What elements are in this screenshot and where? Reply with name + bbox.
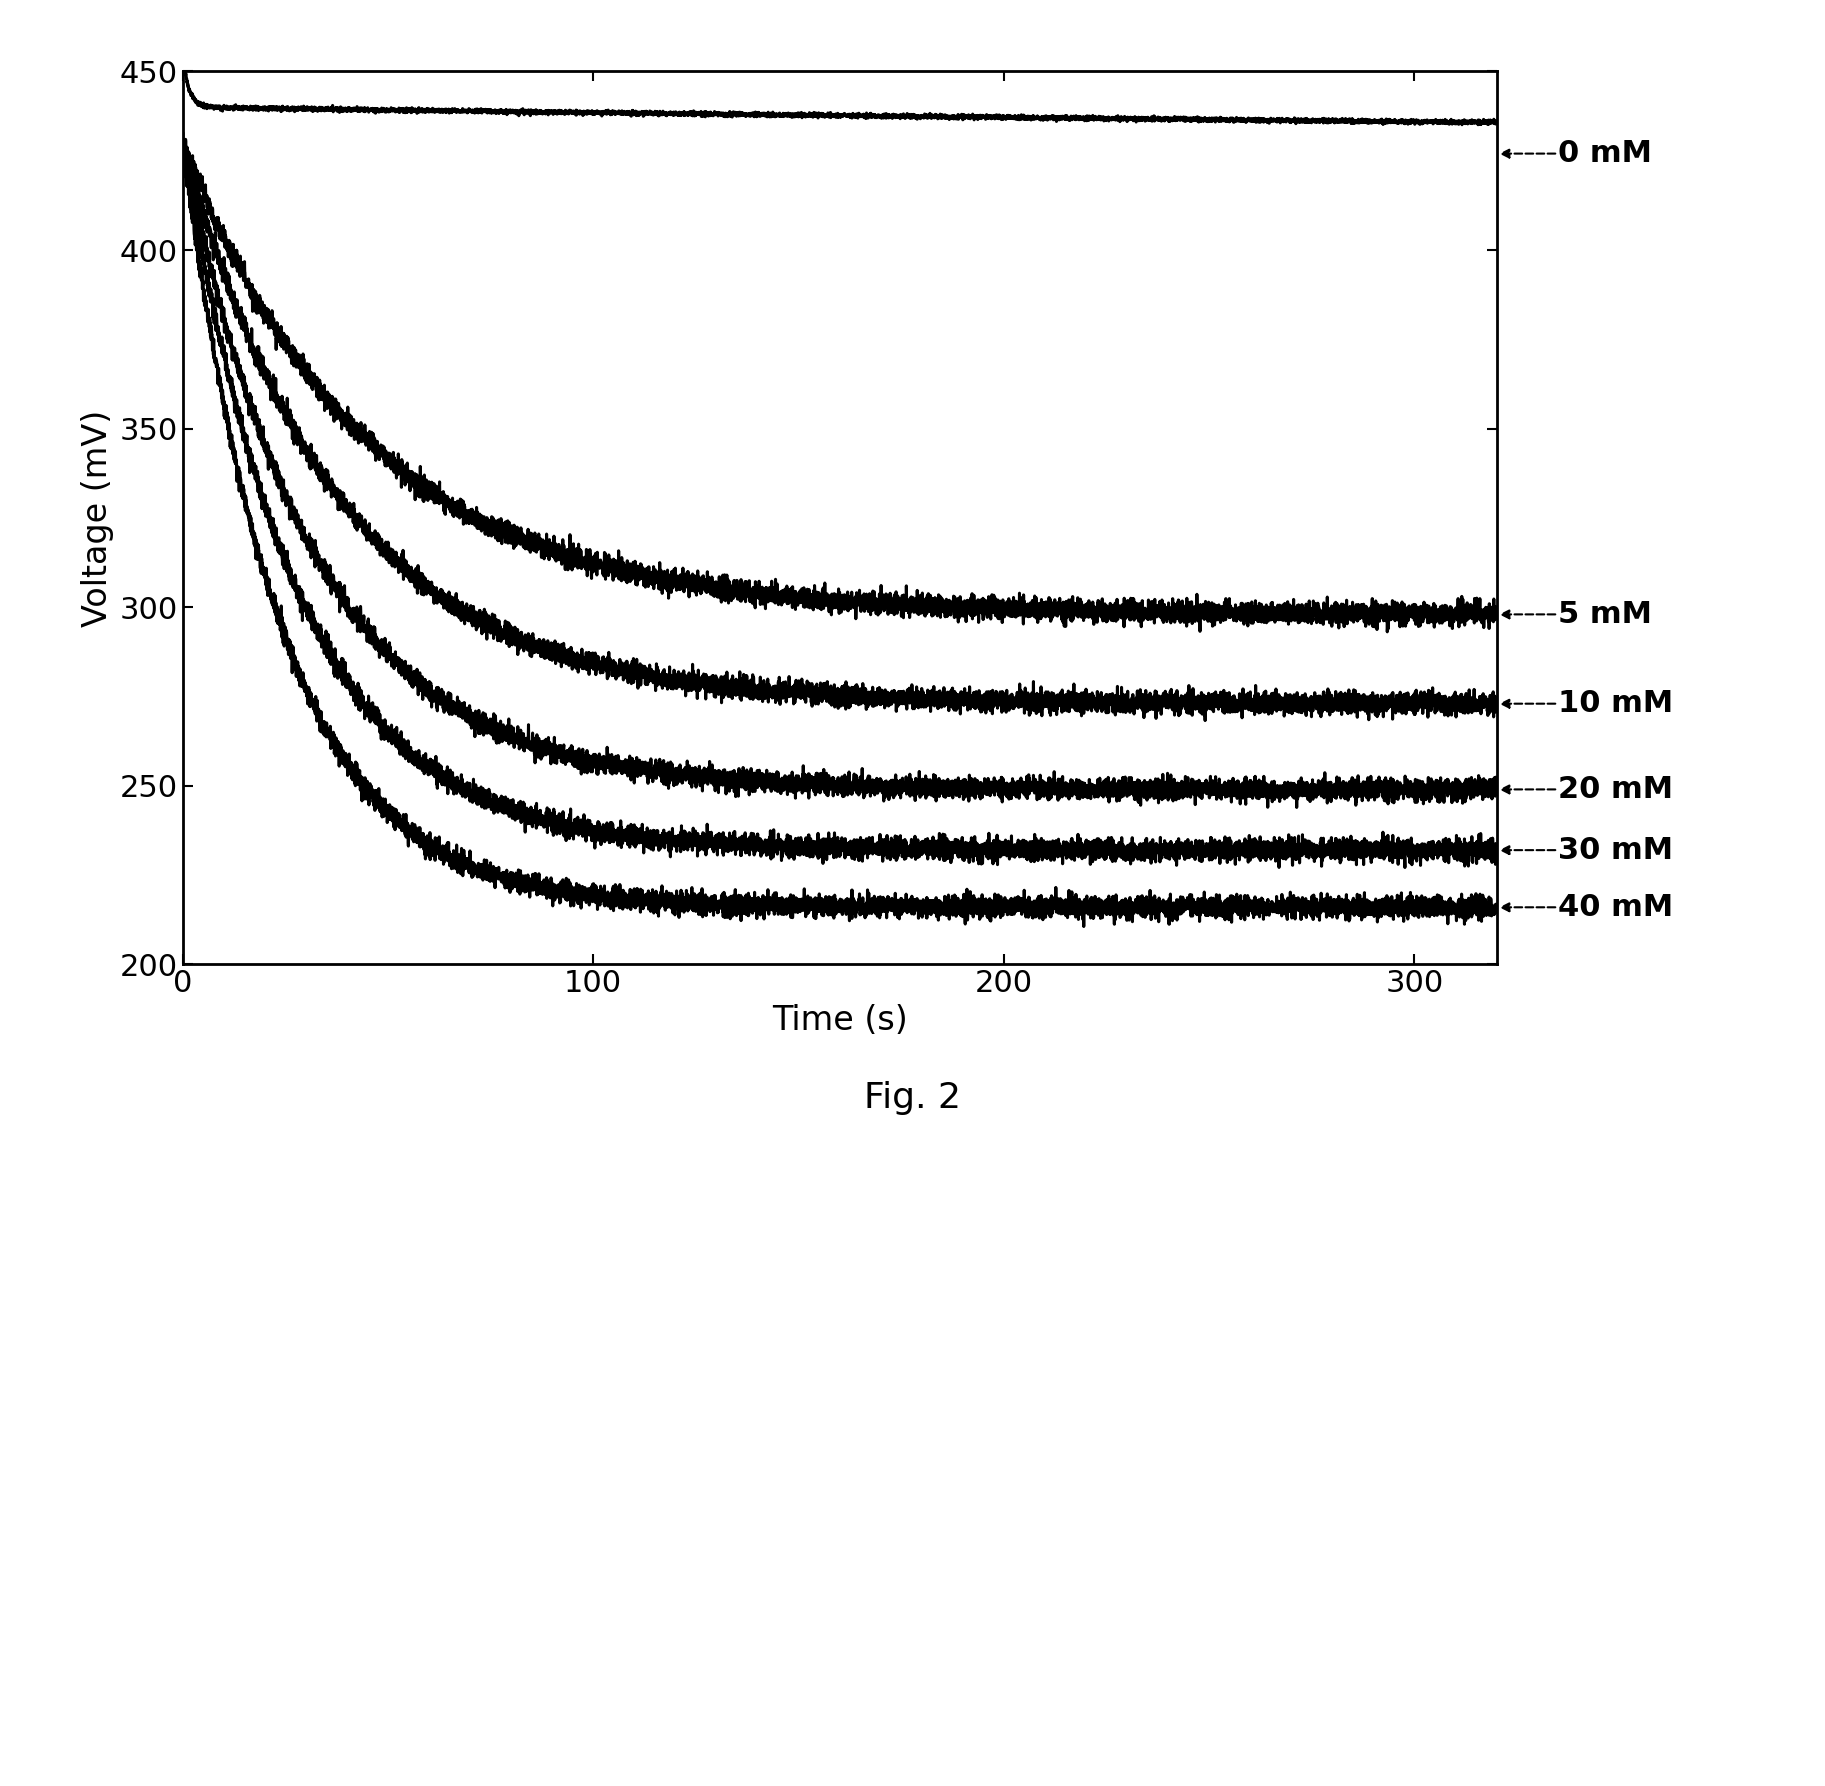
Text: 40 mM: 40 mM	[1502, 893, 1674, 922]
Text: 30 mM: 30 mM	[1502, 836, 1674, 864]
Y-axis label: Voltage (mV): Voltage (mV)	[80, 409, 113, 627]
X-axis label: Time (s): Time (s)	[772, 1004, 907, 1038]
Text: Fig. 2: Fig. 2	[863, 1081, 962, 1116]
Text: 20 mM: 20 mM	[1502, 775, 1674, 804]
Text: 0 mM: 0 mM	[1502, 139, 1652, 168]
Text: 10 mM: 10 mM	[1502, 689, 1674, 718]
Text: 5 mM: 5 mM	[1502, 600, 1652, 629]
